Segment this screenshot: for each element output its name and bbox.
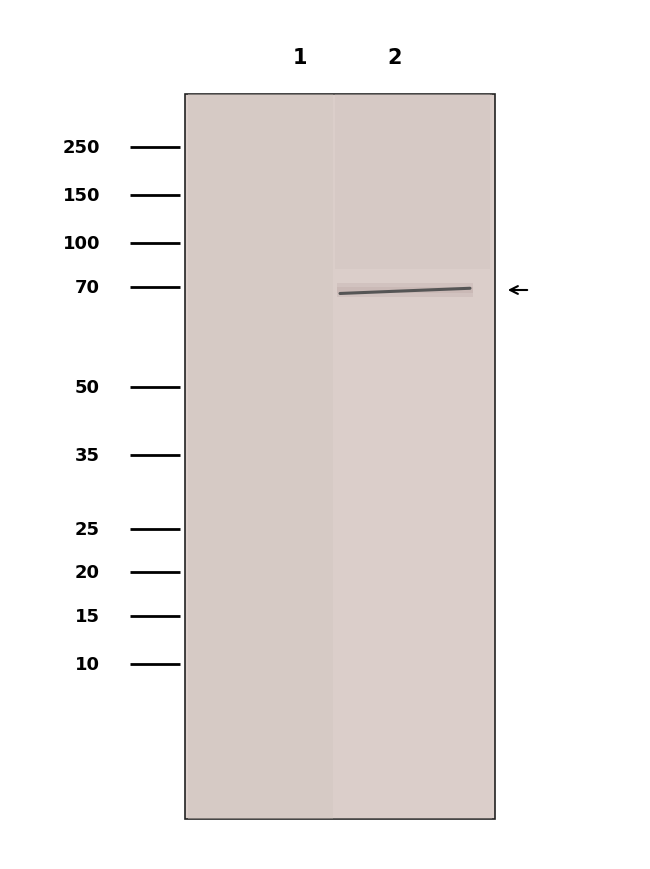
Text: 70: 70 <box>75 279 100 296</box>
Bar <box>333 95 492 819</box>
Bar <box>335 95 490 269</box>
Text: 2: 2 <box>388 48 402 68</box>
Text: 100: 100 <box>62 235 100 253</box>
Text: 35: 35 <box>75 447 100 464</box>
Text: 25: 25 <box>75 521 100 539</box>
Bar <box>337 283 473 297</box>
Bar <box>337 287 473 294</box>
Bar <box>188 95 333 819</box>
Text: 1: 1 <box>292 48 307 68</box>
Text: 150: 150 <box>62 187 100 205</box>
Text: 20: 20 <box>75 563 100 581</box>
Bar <box>185 95 495 819</box>
Text: 10: 10 <box>75 655 100 673</box>
Text: 250: 250 <box>62 139 100 156</box>
Text: 15: 15 <box>75 607 100 626</box>
Text: 50: 50 <box>75 379 100 396</box>
